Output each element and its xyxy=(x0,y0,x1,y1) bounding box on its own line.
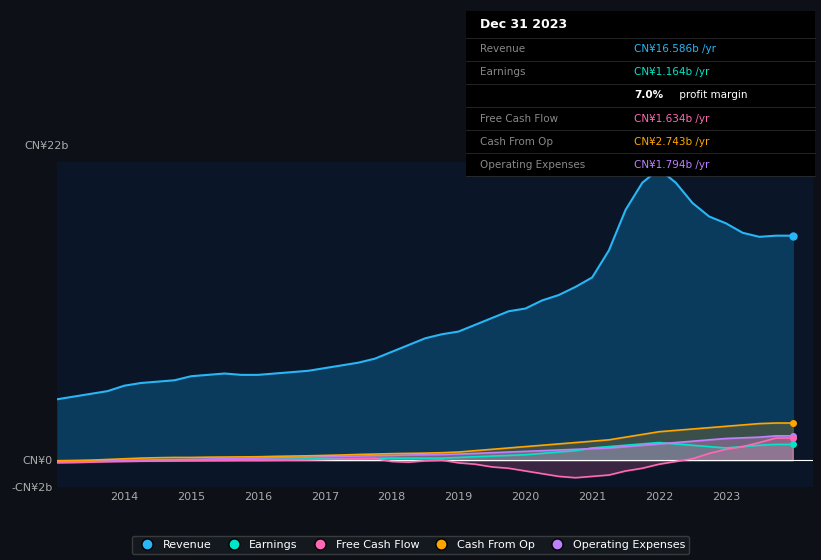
Text: Revenue: Revenue xyxy=(480,44,525,54)
Text: 7.0%: 7.0% xyxy=(634,91,663,100)
Text: Cash From Op: Cash From Op xyxy=(480,137,553,147)
Text: CN¥16.586b /yr: CN¥16.586b /yr xyxy=(634,44,716,54)
Text: CN¥1.794b /yr: CN¥1.794b /yr xyxy=(634,160,709,170)
Text: Operating Expenses: Operating Expenses xyxy=(480,160,585,170)
Text: Dec 31 2023: Dec 31 2023 xyxy=(480,18,567,31)
Text: profit margin: profit margin xyxy=(676,91,747,100)
Text: CN¥22b: CN¥22b xyxy=(25,141,69,151)
Text: CN¥2.743b /yr: CN¥2.743b /yr xyxy=(634,137,709,147)
Text: CN¥1.634b /yr: CN¥1.634b /yr xyxy=(634,114,709,124)
Legend: Revenue, Earnings, Free Cash Flow, Cash From Op, Operating Expenses: Revenue, Earnings, Free Cash Flow, Cash … xyxy=(131,535,690,554)
Text: Earnings: Earnings xyxy=(480,67,525,77)
Text: CN¥1.164b /yr: CN¥1.164b /yr xyxy=(634,67,709,77)
Text: Free Cash Flow: Free Cash Flow xyxy=(480,114,558,124)
